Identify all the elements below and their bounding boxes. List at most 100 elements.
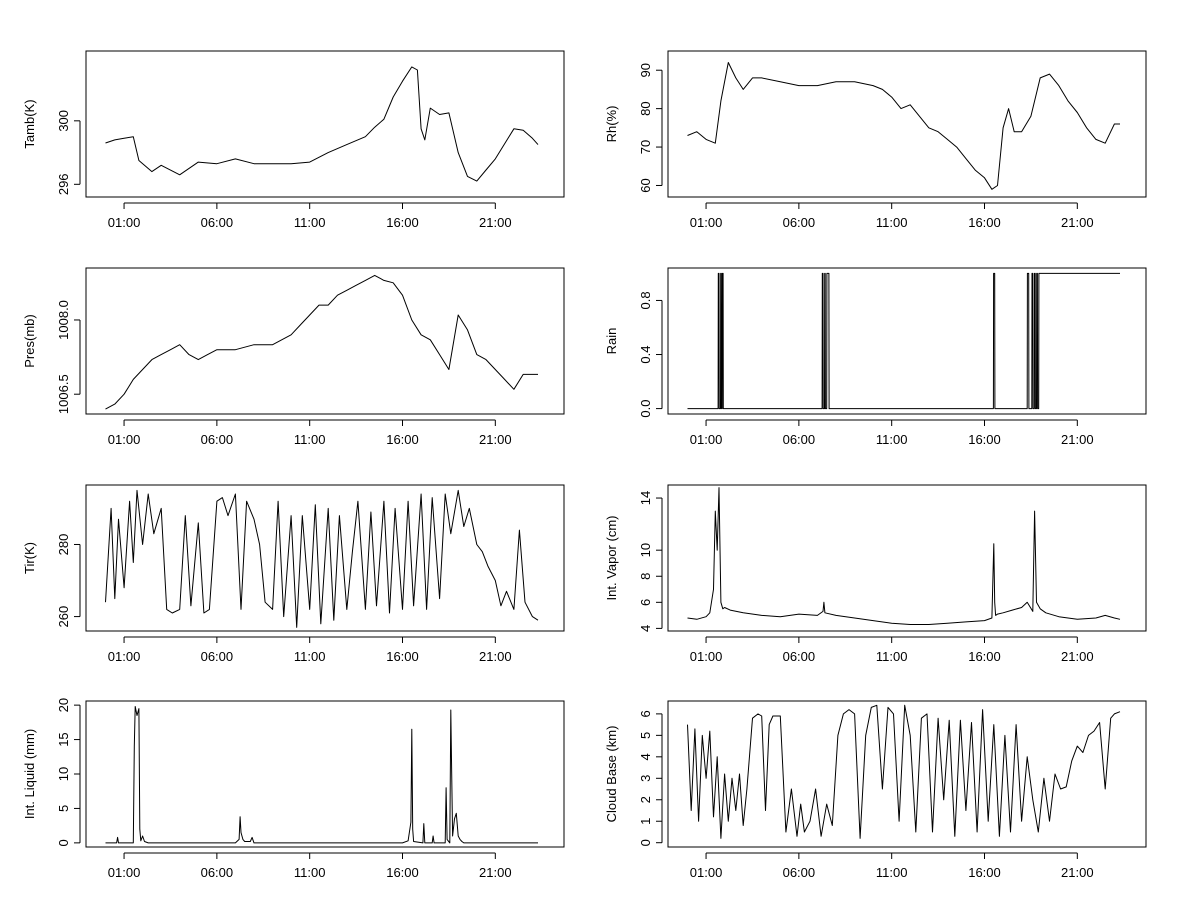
y-tick-label: 15 [56,732,71,746]
y-tick-label: 0.8 [638,291,653,309]
y-axis-label: Tamb(K) [22,99,37,148]
y-tick-label: 90 [638,63,653,77]
plot-frame [667,50,1147,198]
y-tick-label: 10 [56,767,71,781]
panel-6: 01:00 06:00 11:00 16:00 21:00 4 6 8 10 14 Int. Vap… [604,484,1147,664]
x-tick-label: 06:00 [201,649,234,664]
y-tick-label: 60 [638,178,653,192]
x-tick-label: 01:00 [108,865,141,880]
y-axis-label: Cloud Base (km) [604,726,619,823]
x-tick-label: 16:00 [968,865,1001,880]
x-tick-label: 11:00 [294,215,326,230]
panel-1: 01:00 06:00 11:00 16:00 21:00 296 300 Tamb(K) [22,50,565,230]
panel-4: 01:00 06:00 11:00 16:00 21:00 0.0 0.4 0.8 Rain [604,267,1147,447]
y-tick-label: 0.0 [638,400,653,418]
panel-2: 01:00 06:00 11:00 16:00 21:00 60 70 80 90 Rh(%) [604,50,1147,230]
x-tick-label: 06:00 [201,865,234,880]
x-tick-label: 21:00 [479,649,512,664]
plot-frame [85,700,565,848]
x-tick-label: 01:00 [690,865,723,880]
plot-frame [85,267,565,415]
x-tick-label: 21:00 [479,865,512,880]
y-tick-label: 5 [638,732,653,739]
series-line [687,487,1121,625]
x-tick-label: 11:00 [294,865,326,880]
x-tick-label: 16:00 [968,432,1001,447]
y-tick-label: 1 [638,818,653,825]
panel-7: 01:00 06:00 11:00 16:00 21:00 0 5 10 15 20 Int. Li… [22,698,565,880]
series-line [105,274,538,410]
x-tick-label: 06:00 [783,432,816,447]
x-tick-label: 11:00 [876,215,908,230]
panel-8: 01:00 06:00 11:00 16:00 21:00 0 1 2 3 4 5 6 Cloud Ba… [604,700,1147,880]
y-tick-label: 2 [638,796,653,803]
x-tick-label: 11:00 [876,432,908,447]
series-line [105,489,539,628]
y-tick-label: 1008.0 [56,300,71,340]
x-tick-label: 21:00 [1061,865,1094,880]
y-tick-label: 10 [638,543,653,557]
x-tick-label: 21:00 [479,432,512,447]
x-tick-label: 11:00 [294,432,326,447]
y-tick-label: 8 [638,573,653,580]
y-tick-label: 1006.5 [56,374,71,414]
panel-5: 01:00 06:00 11:00 16:00 21:00 260 280 Tir(K) [22,484,565,664]
x-tick-label: 01:00 [690,649,723,664]
x-tick-label: 21:00 [1061,432,1094,447]
y-tick-label: 70 [638,140,653,154]
y-axis-label: Int. Liquid (mm) [22,729,37,819]
x-tick-label: 11:00 [294,649,326,664]
y-axis-label: Tir(K) [22,542,37,574]
x-tick-label: 06:00 [201,215,234,230]
y-tick-label: 280 [56,534,71,556]
plot-frame [85,50,565,198]
y-tick-label: 6 [638,710,653,717]
y-tick-label: 5 [56,805,71,812]
x-tick-label: 01:00 [108,215,141,230]
plot-frame [85,484,565,632]
series-line [105,706,538,844]
x-tick-label: 16:00 [386,649,419,664]
y-tick-label: 20 [56,698,71,712]
x-tick-label: 06:00 [783,649,816,664]
x-tick-label: 11:00 [876,649,908,664]
y-tick-label: 6 [638,599,653,606]
y-tick-label: 296 [56,173,71,195]
y-tick-label: 0.4 [638,345,653,363]
y-tick-label: 260 [56,606,71,628]
y-tick-label: 0 [56,839,71,846]
y-tick-label: 300 [56,110,71,132]
x-tick-label: 01:00 [690,432,723,447]
series-line [105,66,539,182]
series-line [687,704,1121,839]
x-tick-label: 16:00 [386,865,419,880]
y-axis-label: Pres(mb) [22,314,37,367]
series-line [687,272,1120,410]
y-tick-label: 0 [638,839,653,846]
y-axis-label: Int. Vapor (cm) [604,515,619,600]
x-tick-label: 01:00 [108,649,141,664]
y-axis-label: Rain [604,328,619,355]
y-tick-label: 80 [638,101,653,115]
plot-frame [667,484,1147,632]
x-tick-label: 01:00 [690,215,723,230]
x-tick-label: 06:00 [201,432,234,447]
x-tick-label: 21:00 [1061,649,1094,664]
x-tick-label: 06:00 [783,215,816,230]
plot-frame [667,700,1147,848]
y-tick-label: 3 [638,775,653,782]
x-tick-label: 11:00 [876,865,908,880]
x-tick-label: 16:00 [386,215,419,230]
series-line [687,62,1120,190]
y-tick-label: 4 [638,625,653,632]
x-tick-label: 21:00 [1061,215,1094,230]
x-tick-label: 16:00 [968,649,1001,664]
x-tick-label: 16:00 [968,215,1001,230]
x-tick-label: 21:00 [479,215,512,230]
x-tick-label: 06:00 [783,865,816,880]
y-tick-label: 14 [638,491,653,505]
panel-3: 01:00 06:00 11:00 16:00 21:00 1006.5 1008.0 Pre… [22,267,565,447]
x-tick-label: 16:00 [386,432,419,447]
y-tick-label: 4 [638,753,653,760]
